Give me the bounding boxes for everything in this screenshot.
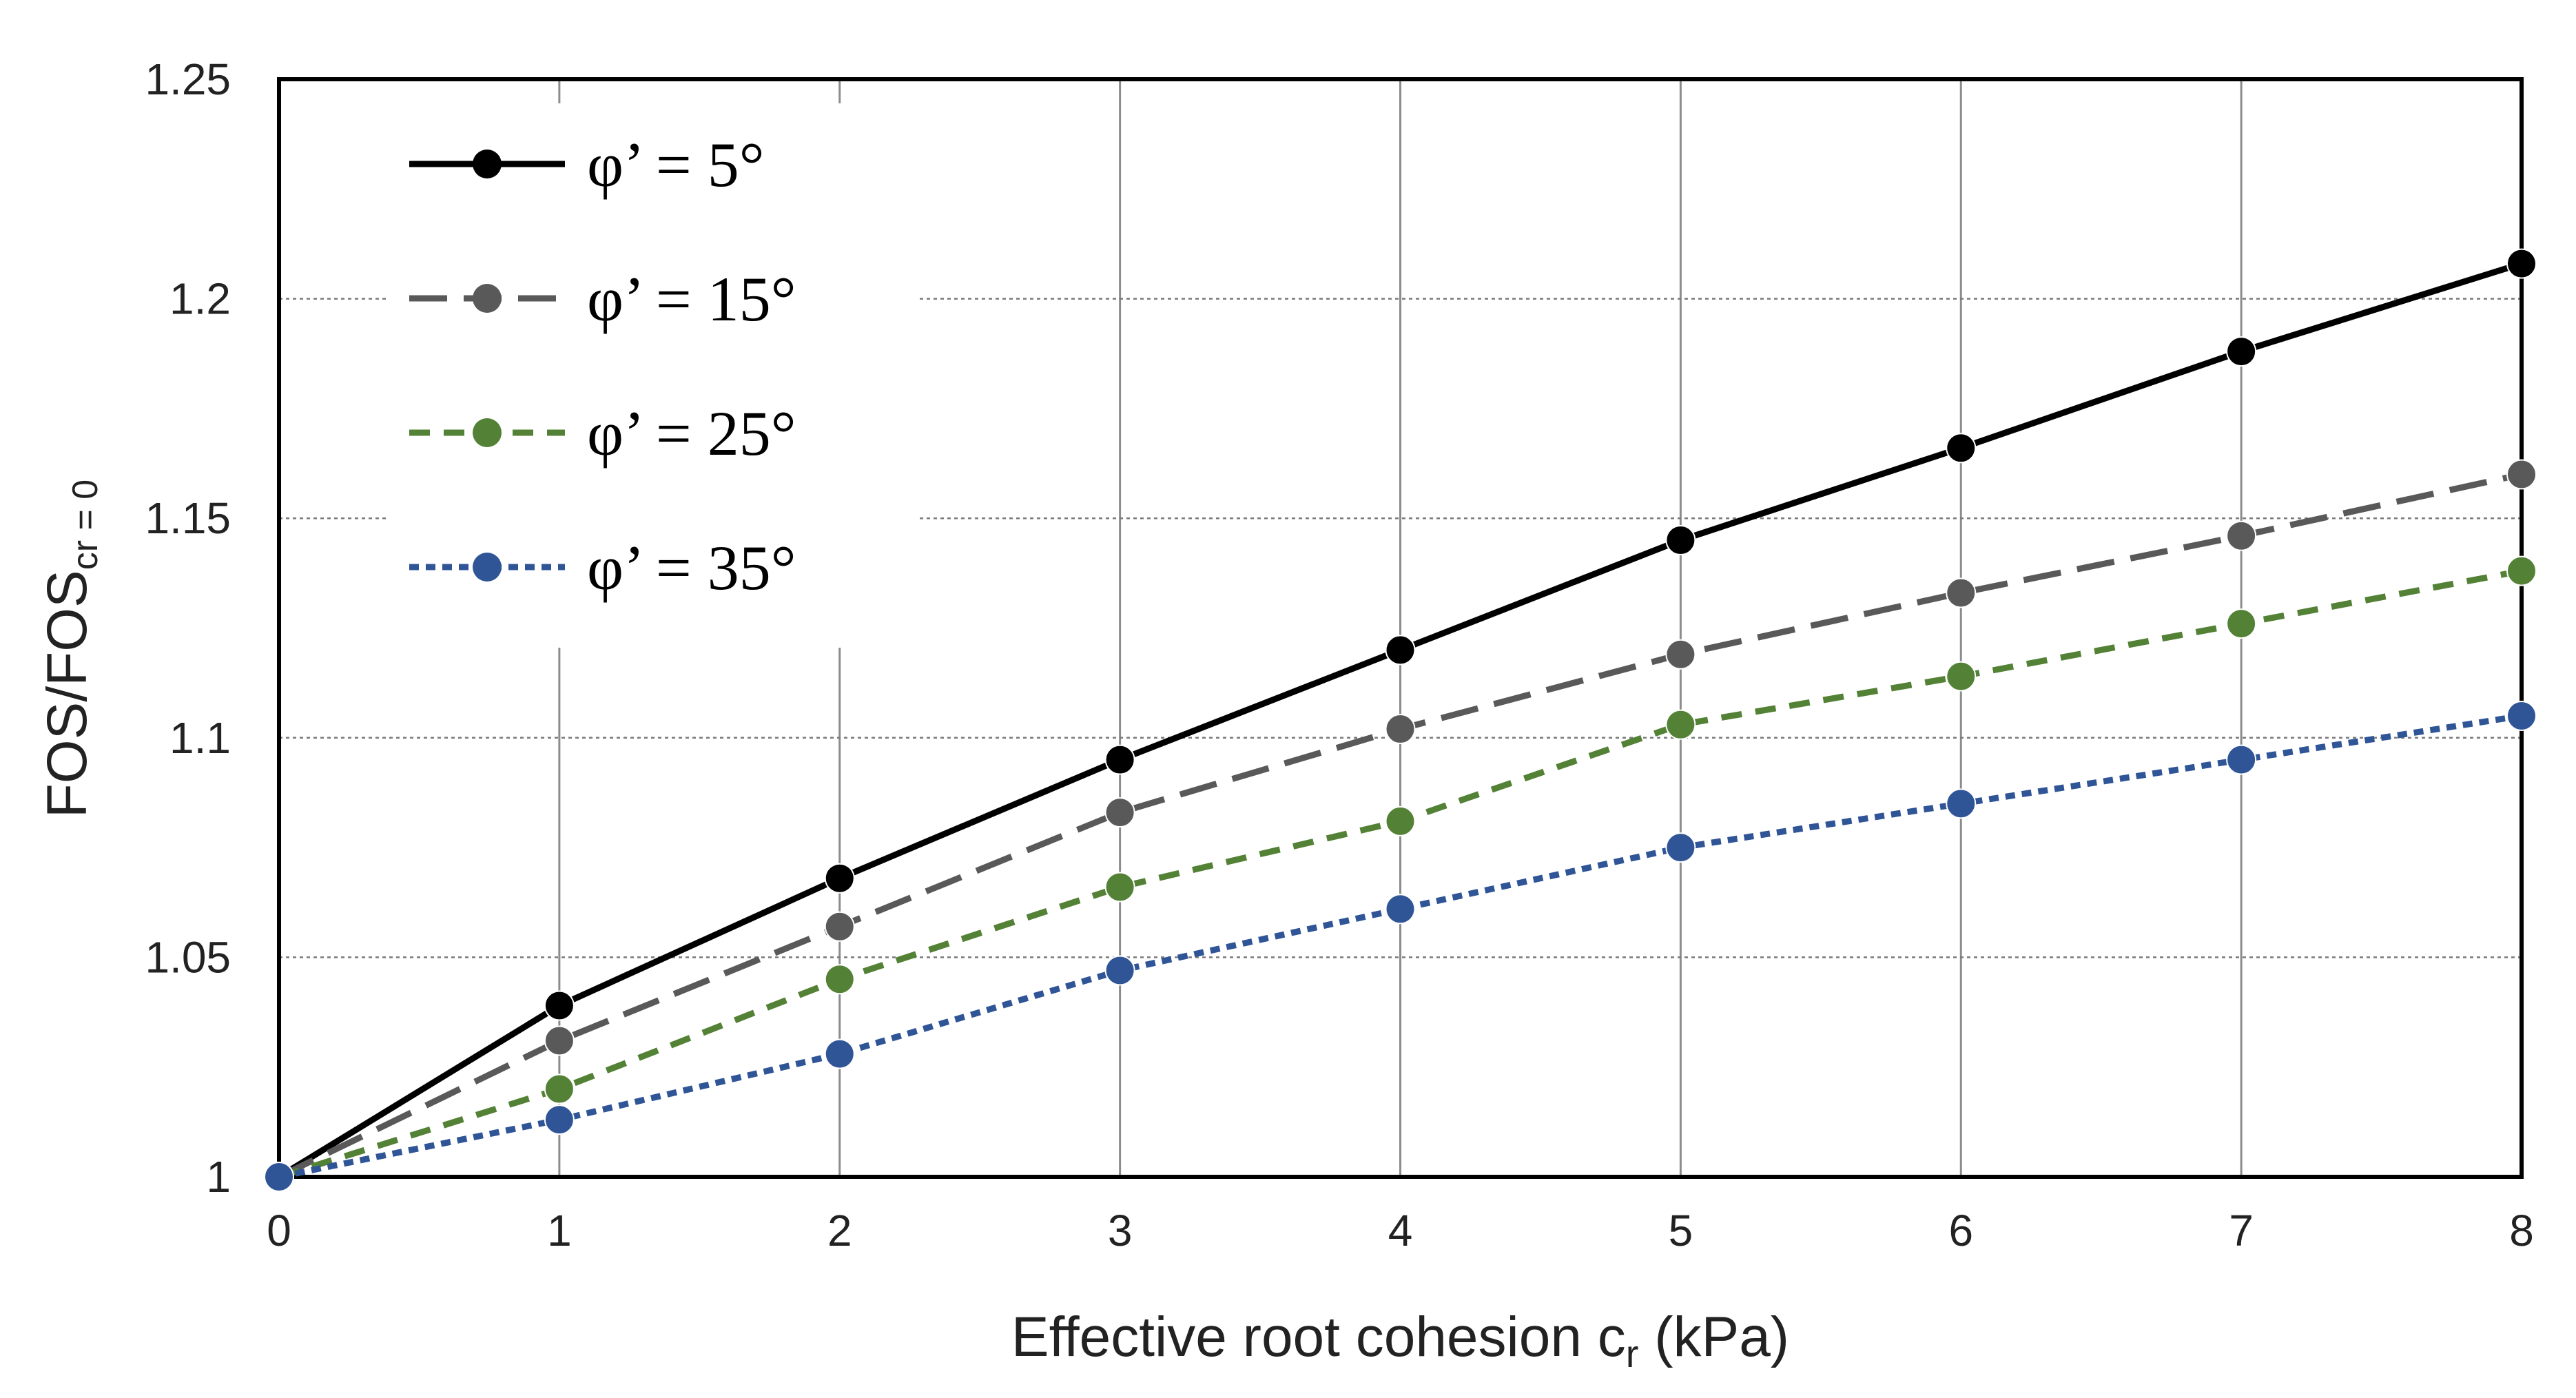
x-tick-label: 1 [547, 1206, 572, 1255]
data-point [1104, 955, 1135, 986]
y-tick-label: 1.2 [169, 274, 231, 324]
data-point [1665, 832, 1696, 863]
data-point [544, 1073, 575, 1104]
legend-marker [473, 150, 502, 178]
data-point [1385, 635, 1416, 666]
y-tick-label: 1.15 [145, 493, 231, 543]
data-point [2226, 608, 2257, 639]
data-point [544, 1025, 575, 1056]
data-point [2506, 700, 2537, 731]
data-point [824, 863, 855, 894]
data-point [1665, 639, 1696, 670]
data-point [1104, 797, 1135, 828]
x-axis-title-suffix: (kPa) [1638, 1306, 1789, 1368]
y-tick-label: 1.05 [145, 932, 231, 982]
plot-area-border [277, 77, 2524, 1179]
data-point [1385, 805, 1416, 836]
data-point [824, 964, 855, 995]
legend: φ’ = 5° φ’ = 15° φ’ = 25° φ’ = 35° [386, 103, 916, 648]
data-point [1665, 709, 1696, 740]
x-tick-label: 4 [1388, 1206, 1413, 1255]
x-tick-label: 2 [827, 1206, 852, 1255]
data-point [2506, 459, 2537, 490]
data-point [1946, 577, 1977, 608]
legend-marker [473, 284, 502, 313]
y-tick-label: 1 [206, 1152, 231, 1202]
x-tick-label: 0 [267, 1206, 291, 1255]
x-axis-title-main: Effective root cohesion c [1011, 1306, 1626, 1368]
legend-label: φ’ = 35° [587, 533, 796, 603]
data-point [1385, 714, 1416, 745]
x-axis-title: Effective root cohesion cr (kPa) [1011, 1306, 1789, 1375]
y-tick-label: 1.25 [145, 54, 231, 104]
data-point [1385, 894, 1416, 925]
y-tick-label: 1.1 [169, 713, 231, 763]
legend-marker [473, 553, 502, 582]
data-point [544, 990, 575, 1021]
series-group [264, 248, 2537, 1192]
x-tick-label: 7 [2229, 1206, 2254, 1255]
tick-labels: 0 1 2 3 4 5 6 7 811.051.11.151.21.25 [145, 54, 2533, 1255]
data-point [1665, 525, 1696, 556]
data-point [824, 1038, 855, 1069]
series-line [278, 712, 2522, 1180]
legend-label: φ’ = 15° [587, 264, 796, 334]
data-point [2226, 336, 2257, 367]
y-axis-title-sub: cr = 0 [65, 480, 105, 570]
data-point [544, 1104, 575, 1135]
data-point [2506, 555, 2537, 586]
legend-marker [473, 418, 502, 447]
y-axis-title: FOS/FOScr = 0 [36, 480, 105, 818]
data-point [2226, 744, 2257, 775]
legend-label: φ’ = 5° [587, 130, 765, 200]
y-axis-title-main: FOS/FOS [36, 570, 99, 818]
x-tick-label: 5 [1669, 1206, 1693, 1255]
data-point [824, 911, 855, 942]
legend-background [386, 103, 916, 648]
data-point [1104, 872, 1135, 903]
data-point [2506, 248, 2537, 279]
x-tick-label: 8 [2509, 1206, 2534, 1255]
x-tick-label: 6 [1948, 1206, 1973, 1255]
legend-label: φ’ = 25° [587, 398, 796, 469]
data-point [264, 1162, 294, 1192]
data-point [1946, 433, 1977, 464]
x-axis-title-sub: r [1626, 1332, 1639, 1375]
data-point [1946, 788, 1977, 819]
x-tick-label: 3 [1108, 1206, 1133, 1255]
data-point [1104, 744, 1135, 775]
data-point [1946, 661, 1977, 692]
data-point [2226, 520, 2257, 551]
